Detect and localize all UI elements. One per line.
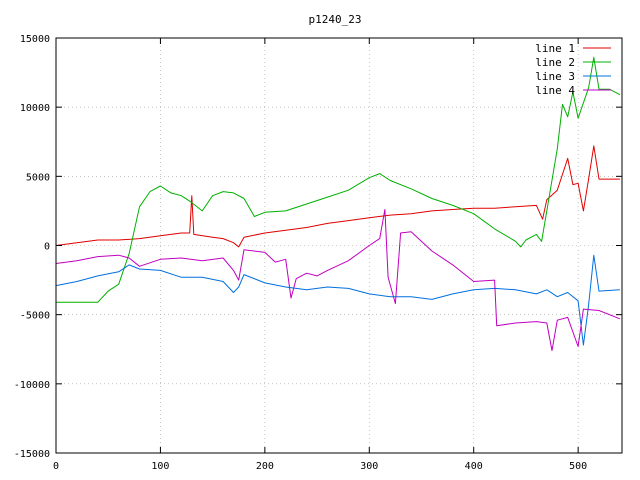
x-tick-label: 300 (360, 461, 378, 472)
series-line-4 (55, 209, 621, 352)
legend-label: line 1 (535, 42, 575, 55)
x-tick-label: 400 (465, 461, 483, 472)
legend-label: line 4 (535, 84, 575, 97)
axis-ticks (55, 37, 622, 454)
series-layer (55, 56, 621, 352)
series-line-1 (55, 145, 620, 248)
series-line-2 (56, 56, 621, 303)
y-tick-label: -15000 (14, 449, 50, 460)
y-tick-label: -10000 (14, 380, 50, 391)
legend-label: line 2 (535, 56, 575, 69)
x-tick-label: 500 (569, 461, 587, 472)
y-tick-label: 5000 (26, 172, 50, 183)
legend-label: line 3 (535, 70, 575, 83)
series-line-3 (55, 254, 620, 346)
x-tick-label: 0 (53, 461, 59, 472)
y-tick-label: -5000 (20, 311, 50, 322)
y-axis-tick-labels: -15000 -10000 -5000 0 5000 10000 15000 (14, 34, 50, 460)
x-axis-tick-labels: 0 100 200 300 400 500 (53, 461, 587, 472)
chart-title: p1240_23 (309, 13, 362, 26)
x-tick-label: 100 (151, 461, 169, 472)
y-tick-label: 10000 (20, 103, 50, 114)
x-tick-label: 200 (256, 461, 274, 472)
y-tick-label: 15000 (20, 34, 50, 45)
y-tick-label: 0 (44, 242, 50, 253)
